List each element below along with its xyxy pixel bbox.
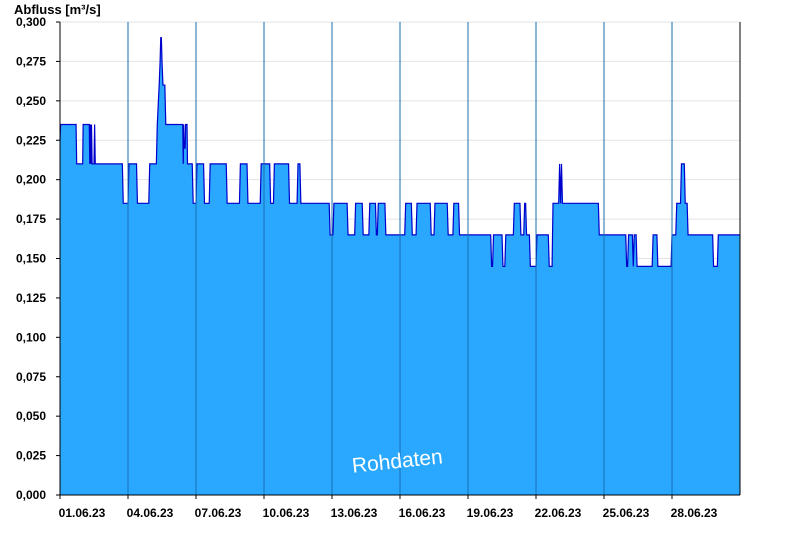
y-tick-label: 0,300 — [16, 15, 46, 29]
y-tick-label: 0,225 — [16, 133, 46, 147]
x-tick-label: 10.06.23 — [263, 506, 310, 520]
x-tick-label: 04.06.23 — [127, 506, 174, 520]
y-tick-label: 0,000 — [16, 488, 46, 502]
y-tick-label: 0,275 — [16, 54, 46, 68]
y-tick-label: 0,025 — [16, 449, 46, 463]
y-axis-ticks: 0,000 0,025 0,050 0,075 0,100 0,125 0,150 0,175… — [16, 15, 60, 502]
x-tick-label: 07.06.23 — [195, 506, 242, 520]
day-separator-lines — [127, 22, 673, 495]
x-tick-label: 19.06.23 — [467, 506, 514, 520]
y-tick-label: 0,050 — [16, 409, 46, 423]
x-tick-label: 28.06.23 — [671, 506, 718, 520]
y-axis-title: Abfluss [m³/s] — [14, 2, 101, 17]
x-tick-label: 01.06.23 — [59, 506, 106, 520]
x-tick-label: 25.06.23 — [603, 506, 650, 520]
y-tick-label: 0,200 — [16, 173, 46, 187]
y-tick-label: 0,175 — [16, 212, 46, 226]
discharge-line — [59, 37, 740, 267]
y-tick-label: 0,100 — [16, 330, 46, 344]
x-axis-ticks: 01.06.23 04.06.23 07.06.23 10.06.23 13.06.23… — [59, 495, 718, 520]
x-tick-label: 13.06.23 — [331, 506, 378, 520]
y-tick-label: 0,075 — [16, 370, 46, 384]
y-tick-label: 0,150 — [16, 252, 46, 266]
y-tick-label: 0,125 — [16, 291, 46, 305]
x-tick-label: 22.06.23 — [535, 506, 582, 520]
y-tick-label: 0,250 — [16, 94, 46, 108]
x-tick-label: 16.06.23 — [399, 506, 446, 520]
